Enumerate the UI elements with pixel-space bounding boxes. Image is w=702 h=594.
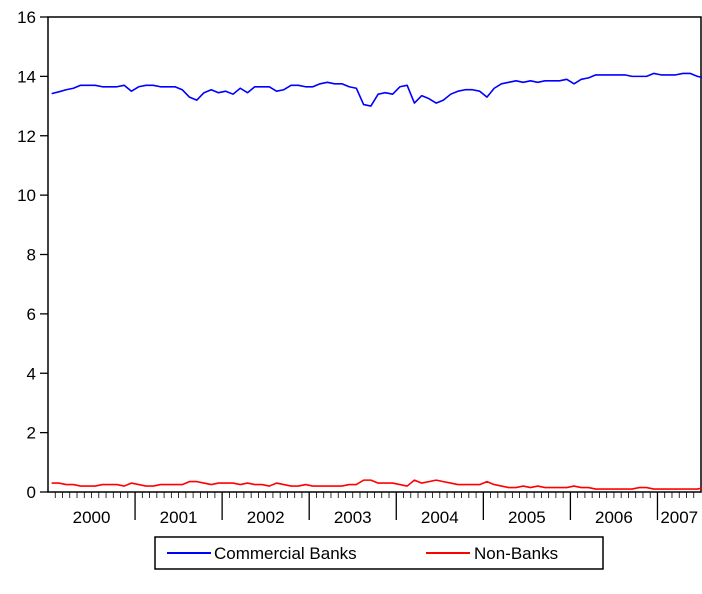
series-line-commercial-banks (51, 72, 702, 107)
x-tick-label: 2005 (508, 508, 546, 527)
x-tick-label: 2000 (73, 508, 111, 527)
x-tick-label: 2007 (660, 508, 698, 527)
series-line-non-banks (51, 479, 702, 490)
y-tick-label: 8 (27, 246, 36, 265)
plot-frame (47, 16, 702, 493)
y-tick-label: 6 (27, 305, 36, 324)
x-tick-label: 2004 (421, 508, 459, 527)
legend: Commercial Banks Non-Banks (154, 536, 604, 570)
x-tick-label: 2006 (595, 508, 633, 527)
series-layer (51, 72, 702, 490)
legend-box (154, 536, 604, 570)
y-tick-label: 0 (27, 483, 36, 502)
y-tick-label: 12 (17, 127, 36, 146)
y-tick-label: 14 (17, 67, 36, 86)
x-tick-label: 2002 (247, 508, 285, 527)
legend-label-commercial-banks: Commercial Banks (214, 544, 357, 563)
y-tick-label: 4 (27, 364, 36, 383)
legend-label-non-banks: Non-Banks (474, 544, 558, 563)
y-tick-label: 10 (17, 186, 36, 205)
y-tick-label: 16 (17, 8, 36, 27)
x-tick-label: 2003 (334, 508, 372, 527)
axes: 0 2 4 6 8 10 12 14 16 2000 2001 2002 2003 2004 2005 200… (17, 8, 702, 527)
y-tick-label: 2 (27, 424, 36, 443)
x-tick-label: 2001 (160, 508, 198, 527)
